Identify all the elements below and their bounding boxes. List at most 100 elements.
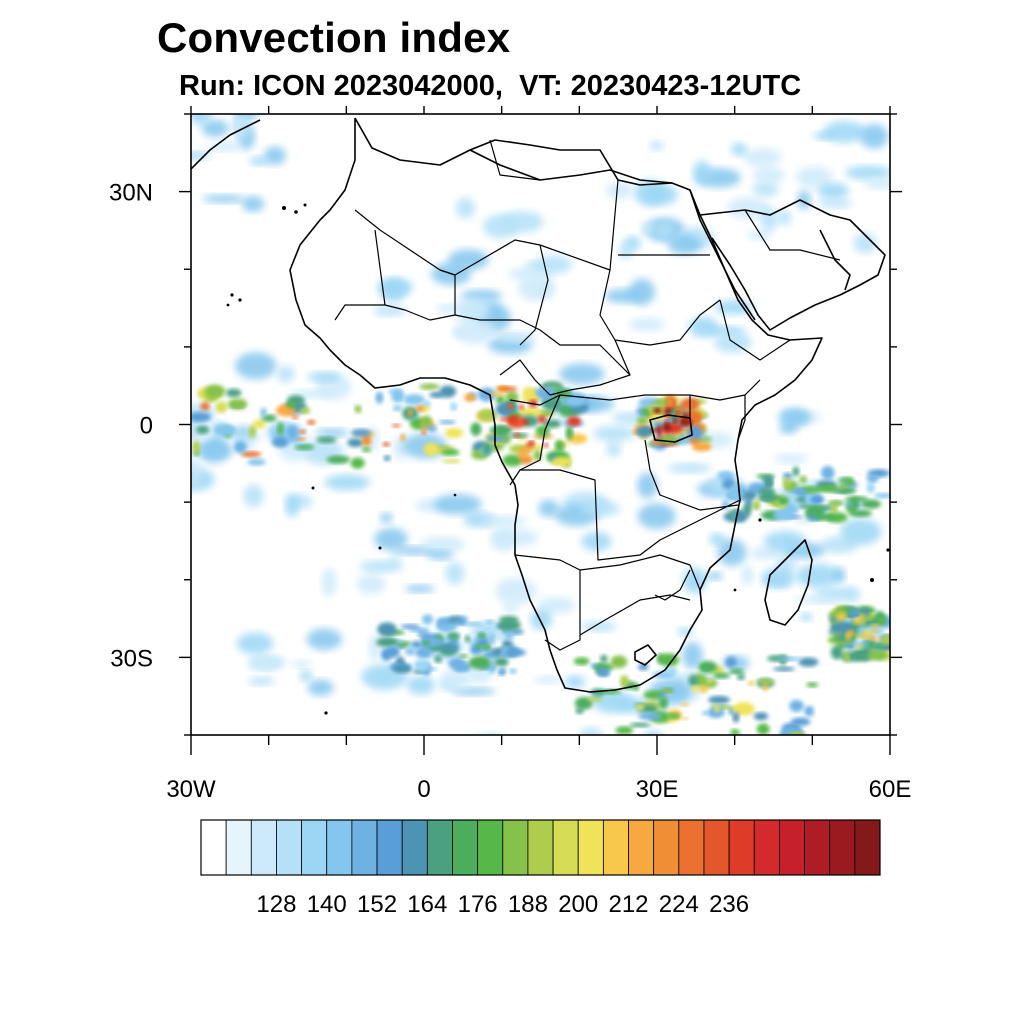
- field-cell: [809, 506, 825, 516]
- colorbar-label: 152: [357, 891, 397, 918]
- field-cell: [191, 412, 212, 422]
- field-cell: [392, 405, 403, 412]
- field-cell: [843, 651, 850, 663]
- field-cell: [233, 440, 247, 454]
- field-cell: [462, 622, 484, 627]
- colorbar-swatch: [552, 819, 579, 876]
- chart-title: Convection index: [157, 14, 511, 61]
- field-cell: [573, 657, 590, 666]
- field-cell: [438, 420, 457, 425]
- field-cell: [798, 657, 819, 667]
- colorbar-swatch: [376, 819, 403, 876]
- field-cell: [542, 419, 562, 428]
- colorbar-swatch: [200, 819, 227, 876]
- lon-tick-label: 0: [417, 776, 430, 803]
- field-cell: [464, 393, 476, 402]
- field-cell: [638, 663, 649, 671]
- field-cell: [790, 717, 811, 726]
- field-cell: [419, 383, 440, 390]
- field-cell: [852, 647, 875, 662]
- field-core: [475, 643, 483, 649]
- colorbar-swatch: [301, 819, 328, 876]
- field-cell: [299, 407, 311, 415]
- field-cell: [421, 400, 431, 407]
- field-cell: [347, 438, 364, 448]
- field-cell: [426, 425, 438, 432]
- colorbar-swatch: [653, 819, 680, 876]
- field-cell: [415, 646, 433, 659]
- field-cell: [377, 622, 397, 637]
- field-cell: [758, 488, 776, 496]
- field-core: [297, 437, 306, 441]
- field-core: [448, 635, 459, 639]
- field-cell: [829, 622, 851, 634]
- field-cell: [260, 407, 267, 418]
- field-cell: [756, 723, 770, 735]
- field-cell: [756, 679, 775, 685]
- field-core: [782, 477, 790, 486]
- field-cell: [587, 697, 603, 702]
- field-core: [679, 702, 690, 707]
- colorbar-swatch: [502, 819, 529, 876]
- field-core: [762, 683, 769, 692]
- field-core: [753, 498, 760, 504]
- field-cell: [851, 497, 859, 510]
- field-cell: [470, 422, 482, 437]
- field-cell: [836, 612, 847, 621]
- field-cell: [225, 388, 242, 398]
- field-cell: [873, 492, 890, 499]
- field-cell: [638, 712, 663, 721]
- field-cell: [493, 425, 509, 437]
- field-cell: [404, 647, 416, 656]
- field-cell: [502, 648, 527, 657]
- field-cell: [502, 639, 513, 649]
- field-cell: [423, 442, 439, 456]
- field-cell: [821, 465, 835, 480]
- field-cell: [863, 644, 888, 649]
- field-core: [544, 442, 549, 448]
- field-cell: [866, 474, 880, 483]
- field-cell: [498, 619, 521, 631]
- field-cell: [537, 409, 556, 416]
- field-core: [421, 640, 431, 646]
- field-cell: [213, 424, 237, 437]
- field-cell: [287, 425, 299, 439]
- colorbar-label: 236: [709, 891, 749, 918]
- colorbar-frame: [200, 819, 881, 876]
- field-core: [508, 415, 518, 424]
- field-core: [680, 418, 686, 427]
- colorbar-swatch: [829, 819, 856, 876]
- field-cell: [518, 446, 534, 453]
- field-core: [664, 419, 670, 424]
- field-core: [870, 623, 880, 628]
- colorbar-swatch: [628, 819, 655, 876]
- field-cell: [375, 391, 384, 404]
- field-cell: [663, 667, 678, 675]
- field-cell: [204, 384, 226, 399]
- field-cell: [773, 666, 795, 672]
- colorbar-swatch: [326, 819, 353, 876]
- field-cell: [736, 673, 746, 681]
- lon-tick-label: 30E: [636, 776, 679, 803]
- field-cell: [287, 401, 296, 409]
- field-cell: [519, 456, 533, 465]
- field-cell: [439, 385, 457, 398]
- field-cell: [488, 632, 495, 646]
- field-cell: [658, 696, 669, 710]
- field-cell: [615, 726, 634, 735]
- field-cell: [215, 401, 228, 414]
- field-cell: [725, 489, 745, 502]
- country-borders: [334, 139, 841, 651]
- field-cell: [421, 415, 432, 428]
- field-cell: [468, 656, 491, 670]
- colorbar-swatch: [452, 819, 479, 876]
- field-cell: [629, 722, 651, 728]
- field-core: [861, 632, 867, 638]
- colorbar-label: 164: [407, 891, 447, 918]
- field-core: [523, 419, 530, 425]
- colorbar-label: 140: [307, 891, 347, 918]
- field-cell: [227, 398, 248, 410]
- coastlines: [191, 117, 886, 693]
- field-cell: [350, 457, 365, 469]
